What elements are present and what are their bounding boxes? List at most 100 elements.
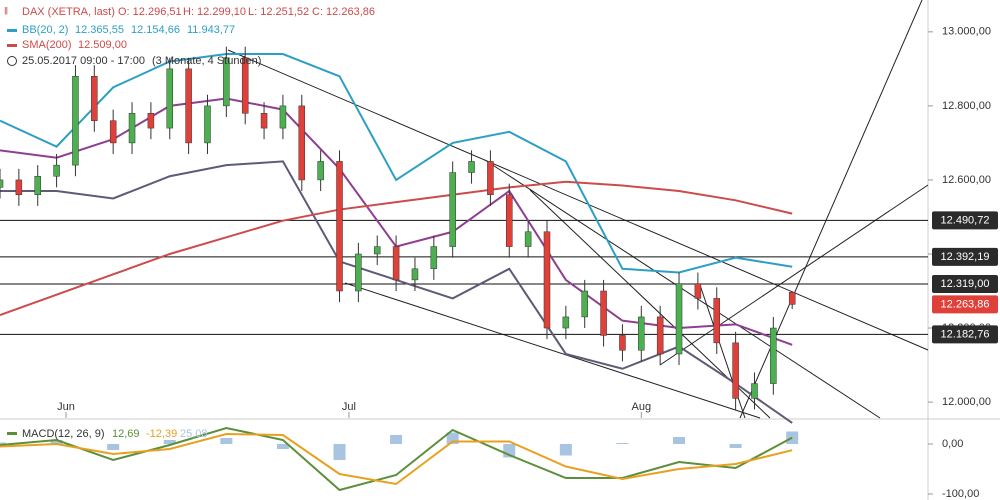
candle-body bbox=[223, 57, 230, 107]
legend-swatch bbox=[7, 29, 17, 32]
candle-body bbox=[468, 161, 475, 173]
candle-body bbox=[0, 179, 4, 188]
histogram-bar bbox=[559, 444, 572, 456]
candle-body bbox=[619, 335, 626, 351]
trend-line bbox=[344, 282, 761, 419]
ohlc-label: C: 12.263,86 bbox=[312, 6, 375, 18]
legend-value: 11.943,77 bbox=[187, 24, 235, 36]
histogram-bar bbox=[673, 437, 686, 444]
candle-body bbox=[336, 161, 343, 292]
overlay: 13.000,0012.800,0012.600,0012.400,0012.2… bbox=[4, 6, 998, 500]
candle-body bbox=[675, 283, 683, 355]
legend-value: 12.154,66 bbox=[131, 24, 180, 36]
candle-body bbox=[713, 298, 720, 344]
histogram-bar bbox=[50, 440, 63, 444]
trend-line bbox=[484, 159, 881, 419]
level-label: 12.182,76 bbox=[941, 328, 990, 340]
histogram-bar bbox=[0, 442, 6, 444]
legend-name: SMA(200) bbox=[22, 39, 72, 51]
date-range: 25.05.2017 09:00 - 17:00 bbox=[22, 55, 145, 67]
candle-body bbox=[392, 246, 400, 281]
legend-title: DAX (XETRA, last) bbox=[22, 6, 115, 18]
histogram-bar bbox=[107, 444, 120, 450]
candle-body bbox=[373, 246, 381, 255]
last-price-label: 12.263,86 bbox=[941, 298, 990, 310]
histogram-bar bbox=[163, 440, 176, 444]
legend-name: BB(20, 2) bbox=[22, 24, 68, 36]
clock-icon bbox=[7, 56, 17, 66]
plot-area: Jun Jul Aug bbox=[0, 31, 933, 495]
level-label: 12.319,00 bbox=[941, 278, 990, 290]
macd-name: MACD(12, 26, 9) bbox=[22, 428, 105, 440]
candle-body bbox=[581, 290, 588, 318]
legend-value: 12.365,55 bbox=[75, 24, 124, 36]
indicator-line bbox=[0, 180, 793, 317]
histogram-bar bbox=[333, 444, 346, 460]
signal-value: -12,39 bbox=[146, 428, 177, 440]
ohlc-label: O: 12.296,51 bbox=[118, 6, 182, 18]
indicator-line bbox=[0, 432, 793, 486]
candle-body bbox=[53, 164, 60, 177]
level-label-box bbox=[932, 274, 998, 293]
legend-icon: ‖ bbox=[4, 7, 8, 18]
candle-body bbox=[770, 327, 777, 384]
candle-body bbox=[241, 57, 249, 114]
candle-body bbox=[109, 120, 117, 144]
candle-body bbox=[656, 316, 664, 355]
level-label-box bbox=[932, 211, 998, 230]
candle-body bbox=[506, 194, 513, 247]
candle-body bbox=[487, 161, 494, 195]
candle-body bbox=[128, 113, 136, 144]
level-label-box bbox=[932, 325, 998, 344]
candle-body bbox=[411, 268, 419, 281]
legend-value: 12.509,00 bbox=[78, 39, 127, 51]
candle-body bbox=[355, 253, 362, 292]
candle-body bbox=[317, 161, 324, 181]
candle-body bbox=[430, 246, 438, 270]
histogram-bar bbox=[220, 438, 233, 444]
candle-body bbox=[543, 231, 551, 329]
histogram-bar bbox=[616, 443, 629, 444]
candle-body bbox=[562, 316, 570, 329]
x-tick-label: Jul bbox=[342, 401, 356, 413]
y-tick-label: 13.000,00 bbox=[942, 26, 991, 38]
x-tick-label: Jun bbox=[57, 401, 75, 413]
y-tick-label: 0,00 bbox=[942, 438, 963, 450]
candle-body bbox=[600, 290, 607, 336]
candle-body bbox=[147, 113, 155, 129]
indicator-line bbox=[0, 53, 793, 274]
candle-body bbox=[166, 68, 174, 129]
candle-body bbox=[279, 105, 287, 129]
ohlc-label: H: 12.299,10 bbox=[183, 6, 246, 18]
y-tick-label: 12.800,00 bbox=[942, 100, 991, 112]
legend-swatch bbox=[7, 432, 17, 435]
candle-body bbox=[72, 76, 79, 166]
candle-body bbox=[15, 179, 23, 195]
candle-body bbox=[524, 231, 532, 247]
macd-value: 12,69 bbox=[112, 428, 140, 440]
level-label: 12.490,72 bbox=[941, 214, 990, 226]
trend-line bbox=[227, 49, 929, 351]
candle-body bbox=[694, 283, 702, 299]
ohlc-label: L: 12.251,52 bbox=[248, 6, 309, 18]
histogram-value: 25,08 bbox=[180, 428, 208, 440]
candle-body bbox=[260, 113, 268, 129]
period: (3 Monate, 4 Stunden) bbox=[152, 55, 261, 67]
candle-body bbox=[204, 105, 211, 144]
histogram-bar bbox=[276, 444, 289, 449]
legend-swatch bbox=[7, 44, 17, 47]
last-price-box bbox=[932, 295, 998, 314]
level-label-box bbox=[932, 247, 998, 266]
trend-line bbox=[659, 184, 929, 366]
trend-lines bbox=[227, 0, 929, 419]
level-label: 12.392,19 bbox=[941, 251, 990, 263]
candle-body bbox=[91, 76, 98, 121]
candle-body bbox=[34, 175, 41, 195]
candle-body bbox=[185, 68, 192, 144]
candle-body bbox=[732, 342, 739, 399]
candle-body bbox=[751, 383, 758, 399]
candle-body bbox=[449, 172, 456, 247]
y-tick-label: 12.600,00 bbox=[942, 174, 991, 186]
